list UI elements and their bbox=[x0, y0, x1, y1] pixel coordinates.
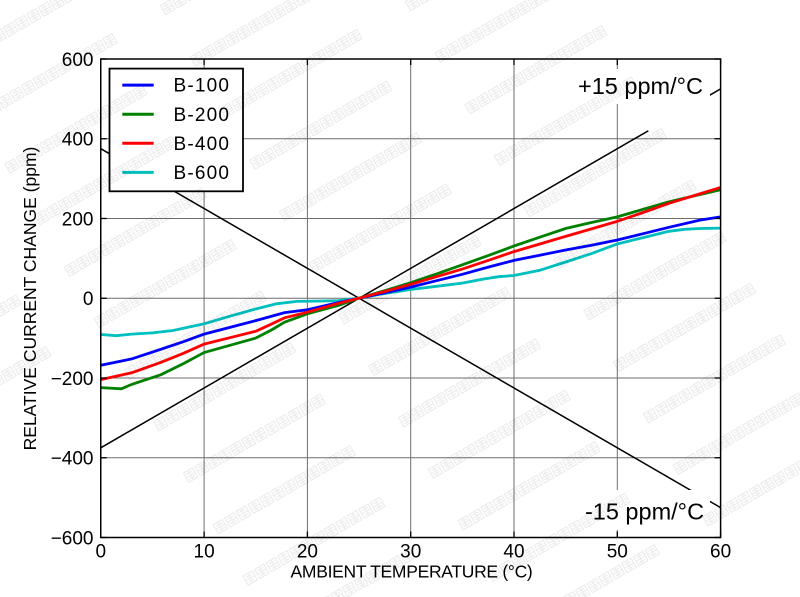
svg-text:+15 ppm/°C: +15 ppm/°C bbox=[578, 73, 703, 99]
svg-text:400: 400 bbox=[62, 130, 94, 151]
svg-text:B-600: B-600 bbox=[174, 163, 231, 184]
svg-text:−400: −400 bbox=[51, 449, 94, 470]
svg-text:50: 50 bbox=[607, 542, 628, 563]
svg-text:−600: −600 bbox=[51, 528, 94, 549]
svg-text:B-200: B-200 bbox=[174, 105, 231, 126]
svg-text:60: 60 bbox=[710, 542, 731, 563]
svg-text:B-100: B-100 bbox=[174, 76, 231, 97]
svg-text:B-400: B-400 bbox=[174, 134, 231, 155]
svg-text:20: 20 bbox=[297, 542, 318, 563]
svg-text:10: 10 bbox=[194, 542, 215, 563]
svg-text:200: 200 bbox=[62, 209, 94, 230]
svg-text:-15 ppm/°C: -15 ppm/°C bbox=[585, 498, 704, 524]
svg-text:−200: −200 bbox=[51, 369, 94, 390]
svg-text:0: 0 bbox=[96, 542, 107, 563]
svg-text:RELATIVE CURRENT CHANGE (ppm): RELATIVE CURRENT CHANGE (ppm) bbox=[20, 147, 40, 451]
svg-text:AMBIENT TEMPERATURE (°C): AMBIENT TEMPERATURE (°C) bbox=[291, 562, 533, 582]
svg-text:0: 0 bbox=[83, 289, 94, 310]
